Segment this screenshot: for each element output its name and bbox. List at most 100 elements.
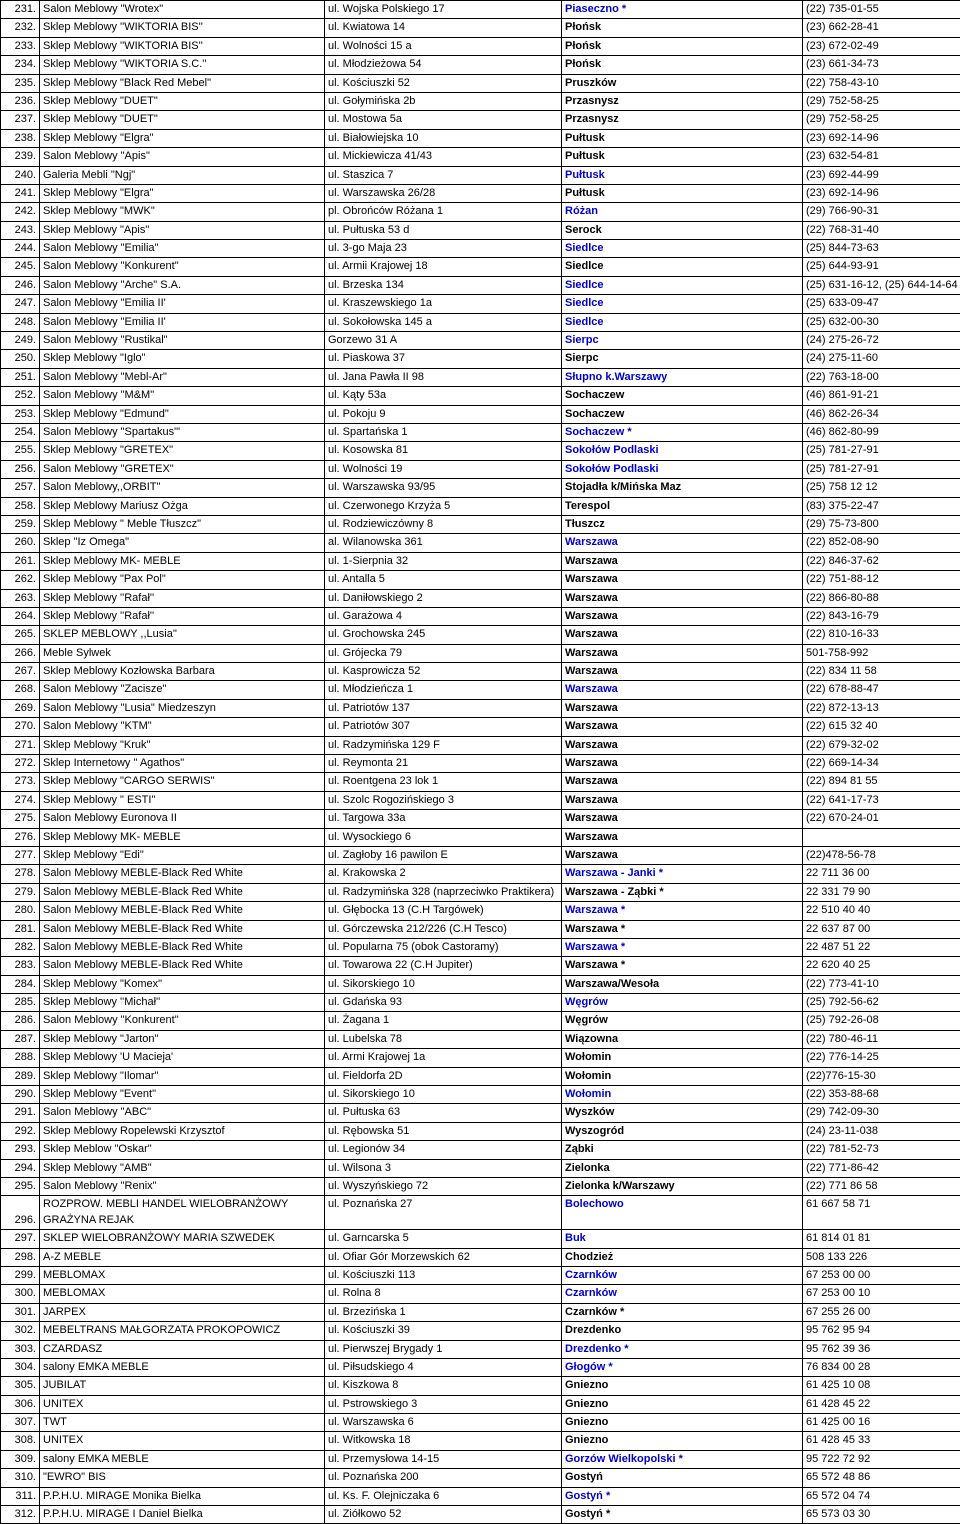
store-phone: (22) 846-37-62 — [803, 552, 960, 570]
store-phone: (22) 763-18-00 — [803, 368, 960, 386]
store-city: Piaseczno * — [562, 1, 803, 19]
store-phone: (25) 792-56-62 — [803, 994, 960, 1012]
store-phone: 61 428 45 33 — [803, 1432, 960, 1450]
store-address: Gorzewo 31 A — [325, 332, 562, 350]
table-row: 280.Salon Meblowy MEBLE-Black Red Whiteu… — [1, 902, 960, 920]
store-city: Buk — [562, 1230, 803, 1248]
store-name: Sklep Meblowy "Black Red Mebel" — [40, 74, 325, 92]
table-row: 282.Salon Meblowy MEBLE-Black Red Whiteu… — [1, 938, 960, 956]
store-address: ul. Ziółkowo 52 — [325, 1506, 562, 1524]
store-name: salony EMKA MEBLE — [40, 1450, 325, 1468]
row-number: 311. — [1, 1487, 40, 1505]
store-address: ul. Poznańska 200 — [325, 1469, 562, 1487]
store-city: Warszawa — [562, 828, 803, 846]
table-row: 288.Sklep Meblowy 'U Macieja'ul. Armi Kr… — [1, 1049, 960, 1067]
store-name: Sklep Meblowy "Apis" — [40, 221, 325, 239]
store-address: ul. Wyszyńskiego 72 — [325, 1178, 562, 1196]
table-row: 291.Salon Meblowy "ABC"ul. Pułtuska 63Wy… — [1, 1104, 960, 1122]
table-row: 267.Sklep Meblowy Kozłowska Barbaraul. K… — [1, 663, 960, 681]
store-phone: (23) 662-28-41 — [803, 19, 960, 37]
store-address: ul. Żagana 1 — [325, 1012, 562, 1030]
row-number: 258. — [1, 497, 40, 515]
store-name: Sklep Meblowy "DUET" — [40, 92, 325, 110]
table-row: 278.Salon Meblowy MEBLE-Black Red Whitea… — [1, 865, 960, 883]
store-address: ul. Głębocka 13 (C.H Targówek) — [325, 902, 562, 920]
store-address: ul. Ofiar Gór Morzewskich 62 — [325, 1248, 562, 1266]
store-city: Siedlce — [562, 313, 803, 331]
row-number: 240. — [1, 166, 40, 184]
store-address: ul. Kościuszki 39 — [325, 1322, 562, 1340]
table-row: 252.Salon Meblowy "M&M"ul. Kąty 53aSocha… — [1, 387, 960, 405]
table-row: 250.Sklep Meblowy "Iglo"ul. Piaskowa 37S… — [1, 350, 960, 368]
store-name: UNITEX — [40, 1432, 325, 1450]
table-row: 302.MEBELTRANS MAŁGORZATA PROKOPOWICZul.… — [1, 1322, 960, 1340]
store-city: Warszawa — [562, 736, 803, 754]
table-row: 310."EWRO" BISul. Poznańska 200Gostyń65 … — [1, 1469, 960, 1487]
store-city: Węgrów — [562, 1012, 803, 1030]
row-number: 291. — [1, 1104, 40, 1122]
store-phone: (22) 678-88-47 — [803, 681, 960, 699]
row-number: 280. — [1, 902, 40, 920]
store-city: Siedlce — [562, 258, 803, 276]
store-name: Sklep Meblowy "Jarton" — [40, 1030, 325, 1048]
store-name: Sklep Meblowy "Ilomar" — [40, 1067, 325, 1085]
store-phone: 22 487 51 22 — [803, 938, 960, 956]
store-name: Meble Sylwek — [40, 644, 325, 662]
store-phone: (24) 275-26-72 — [803, 332, 960, 350]
table-row: 312.P.P.H.U. MIRAGE I Daniel Bielkaul. Z… — [1, 1506, 960, 1524]
row-number: 247. — [1, 295, 40, 313]
store-city: Pułtusk — [562, 129, 803, 147]
store-city: Płońsk — [562, 19, 803, 37]
store-phone: (22) 843-16-79 — [803, 607, 960, 625]
store-city: Węgrów — [562, 994, 803, 1012]
store-address: ul. Grochowska 245 — [325, 626, 562, 644]
row-number: 231. — [1, 1, 40, 19]
store-name: Salon Meblowy "Emilia" — [40, 240, 325, 258]
store-city: Warszawa * — [562, 938, 803, 956]
row-number: 279. — [1, 883, 40, 901]
store-name: MEBLOMAX — [40, 1285, 325, 1303]
table-row: 246.Salon Meblowy "Arche" S.A.ul. Brzesk… — [1, 276, 960, 294]
store-name: Sklep Meblowy ''Rafał'' — [40, 607, 325, 625]
row-number: 249. — [1, 332, 40, 350]
store-phone: (23) 672-02-49 — [803, 37, 960, 55]
store-address: ul. Górczewska 212/226 (C.H Tesco) — [325, 920, 562, 938]
store-address: ul. Mostowa 5a — [325, 111, 562, 129]
row-number: 274. — [1, 791, 40, 809]
store-city: Warszawa — [562, 773, 803, 791]
store-city: Pruszków — [562, 74, 803, 92]
store-phone: (22) 751-88-12 — [803, 571, 960, 589]
store-city: Gniezno — [562, 1414, 803, 1432]
store-name: Salon Meblowy "KTM" — [40, 718, 325, 736]
store-address: ul. Pułtuska 63 — [325, 1104, 562, 1122]
table-row: 239.Salon Meblowy "Apis"ul. Mickiewicza … — [1, 148, 960, 166]
row-number: 266. — [1, 644, 40, 662]
store-address: ul. Kąty 53a — [325, 387, 562, 405]
store-city: Gorzów Wielkopolski * — [562, 1450, 803, 1468]
row-number: 233. — [1, 37, 40, 55]
store-address: ul. Młodzieżowa 54 — [325, 56, 562, 74]
store-address: ul. Sikorskiego 10 — [325, 1086, 562, 1104]
table-row: 311.P.P.H.U. MIRAGE Monika Bielkaul. Ks.… — [1, 1487, 960, 1505]
store-city: Czarnków * — [562, 1303, 803, 1321]
store-city: Słupno k.Warszawy — [562, 368, 803, 386]
store-name: JARPEX — [40, 1303, 325, 1321]
store-phone: (25) 758 12 12 — [803, 479, 960, 497]
store-city: Warszawa * — [562, 902, 803, 920]
store-address: ul. Brzeska 134 — [325, 276, 562, 294]
table-row: 266.Meble Sylwekul. Grójecka 79Warszawa5… — [1, 644, 960, 662]
store-city: Warszawa — [562, 626, 803, 644]
store-city: Serock — [562, 221, 803, 239]
table-row: 245.Salon Meblowy "Konkurent"ul. Armii K… — [1, 258, 960, 276]
store-phone: (29) 75-73-800 — [803, 515, 960, 533]
store-name: MEBELTRANS MAŁGORZATA PROKOPOWICZ — [40, 1322, 325, 1340]
store-name: Sklep Meblowy "Elgra" — [40, 129, 325, 147]
store-phone: (22) 758-43-10 — [803, 74, 960, 92]
store-address: ul. Warszawska 26/28 — [325, 184, 562, 202]
row-number: 241. — [1, 184, 40, 202]
row-number: 264. — [1, 607, 40, 625]
store-city: Wiązowna — [562, 1030, 803, 1048]
store-city: Warszawa — [562, 663, 803, 681]
table-row: 285.Sklep Meblowy ''Michał''ul. Gdańska … — [1, 994, 960, 1012]
store-city: Stojadła k/Mińska Maz — [562, 479, 803, 497]
